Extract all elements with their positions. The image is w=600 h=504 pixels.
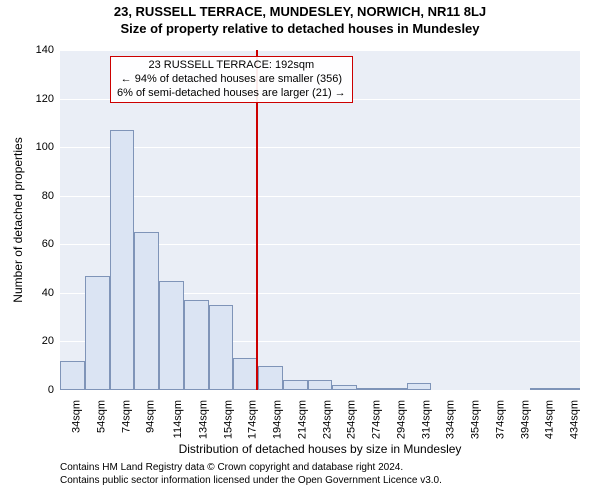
gridline: [60, 147, 580, 148]
gridline: [60, 50, 580, 51]
histogram-bar: [110, 130, 135, 390]
y-axis-label: Number of detached properties: [11, 137, 25, 302]
x-tick-label: 434sqm: [569, 400, 581, 439]
y-tick-label: 0: [48, 384, 60, 396]
x-tick-label: 274sqm: [371, 400, 383, 439]
x-tick-label: 374sqm: [495, 400, 507, 439]
histogram-chart: 02040608010012014034sqm54sqm74sqm94sqm11…: [60, 50, 580, 390]
y-tick-label: 100: [36, 141, 60, 153]
x-tick-label: 54sqm: [95, 400, 107, 433]
gridline: [60, 390, 580, 391]
x-tick-label: 314sqm: [420, 400, 432, 439]
histogram-bar: [134, 232, 159, 390]
title-line-2: Size of property relative to detached ho…: [0, 21, 600, 36]
x-tick-label: 394sqm: [519, 400, 531, 439]
annotation-box: 23 RUSSELL TERRACE: 192sqm← 94% of detac…: [110, 56, 353, 103]
x-tick-label: 114sqm: [172, 400, 184, 438]
x-tick-label: 174sqm: [247, 400, 259, 439]
annotation-line-2: ← 94% of detached houses are smaller (35…: [117, 73, 346, 87]
histogram-bar: [258, 366, 283, 390]
histogram-bar: [85, 276, 110, 390]
histogram-bar: [283, 380, 308, 390]
histogram-bar: [332, 385, 357, 390]
gridline: [60, 196, 580, 197]
x-tick-label: 334sqm: [445, 400, 457, 439]
y-tick-label: 140: [36, 44, 60, 56]
x-tick-label: 414sqm: [544, 400, 556, 439]
histogram-bar: [60, 361, 85, 390]
histogram-bar: [308, 380, 333, 390]
y-tick-label: 60: [42, 238, 60, 250]
annotation-line-1: 23 RUSSELL TERRACE: 192sqm: [117, 59, 346, 73]
x-axis-label: Distribution of detached houses by size …: [179, 442, 462, 456]
footer-line-2: Contains public sector information licen…: [60, 475, 442, 488]
footer-line-1: Contains HM Land Registry data © Crown c…: [60, 462, 442, 475]
x-tick-label: 294sqm: [395, 400, 407, 439]
y-tick-label: 120: [36, 93, 60, 105]
histogram-bar: [357, 388, 382, 390]
histogram-bar: [382, 388, 407, 390]
x-tick-label: 34sqm: [71, 400, 83, 433]
x-tick-label: 194sqm: [272, 400, 284, 439]
annotation-line-3: 6% of semi-detached houses are larger (2…: [117, 87, 346, 101]
y-tick-label: 40: [42, 287, 60, 299]
histogram-bar: [209, 305, 234, 390]
x-tick-label: 94sqm: [145, 400, 157, 433]
x-tick-label: 214sqm: [296, 400, 308, 439]
histogram-bar: [407, 383, 432, 390]
attribution-footer: Contains HM Land Registry data © Crown c…: [60, 462, 442, 487]
title-line-1: 23, RUSSELL TERRACE, MUNDESLEY, NORWICH,…: [0, 4, 600, 19]
x-tick-label: 234sqm: [321, 400, 333, 439]
histogram-bar: [159, 281, 184, 390]
histogram-bar: [184, 300, 209, 390]
x-tick-label: 134sqm: [197, 400, 209, 439]
histogram-bar: [530, 388, 555, 390]
x-tick-label: 254sqm: [346, 400, 358, 439]
x-tick-label: 74sqm: [120, 400, 132, 433]
x-tick-label: 354sqm: [470, 400, 482, 439]
histogram-bar: [233, 358, 258, 390]
y-tick-label: 20: [42, 335, 60, 347]
x-tick-label: 154sqm: [222, 400, 234, 439]
y-tick-label: 80: [42, 190, 60, 202]
histogram-bar: [555, 388, 580, 390]
